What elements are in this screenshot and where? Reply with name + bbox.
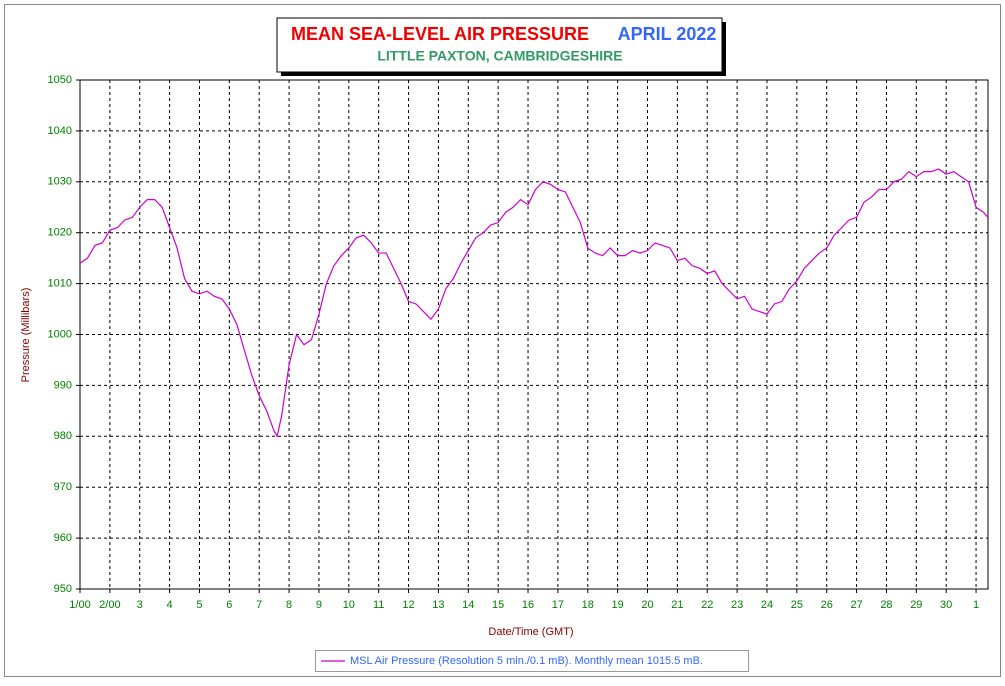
x-tick-label: 4 [167,599,173,611]
x-tick-label: 7 [256,599,262,611]
x-tick-label: 10 [343,599,355,611]
x-tick-label: 13 [432,599,444,611]
x-tick-label: 8 [286,599,292,611]
x-tick-label: 2/00 [99,599,120,611]
x-tick-label: 22 [701,599,713,611]
frame [4,4,1001,677]
x-tick-label: 21 [671,599,683,611]
x-tick-label: 18 [582,599,594,611]
chart-title: MEAN SEA-LEVEL AIR PRESSURE [291,24,589,44]
y-tick-label: 1040 [48,125,72,137]
y-tick-label: 970 [54,481,72,493]
x-tick-label: 17 [552,599,564,611]
y-tick-label: 960 [54,532,72,544]
x-tick-label: 15 [492,599,504,611]
legend-label: MSL Air Pressure (Resolution 5 min./0.1 … [350,655,703,667]
y-tick-label: 1050 [48,74,72,86]
x-tick-label: 1/00 [69,599,90,611]
x-tick-label: 24 [761,599,773,611]
x-tick-label: 1 [973,599,979,611]
x-tick-label: 25 [791,599,803,611]
x-tick-label: 28 [880,599,892,611]
x-tick-label: 5 [196,599,202,611]
x-tick-label: 26 [821,599,833,611]
x-tick-label: 27 [850,599,862,611]
y-tick-label: 1000 [48,328,72,340]
plot-border [79,79,989,590]
y-tick-label: 1010 [48,278,72,290]
x-tick-label: 29 [910,599,922,611]
y-axis-label: Pressure (Millibars) [20,288,32,383]
y-tick-label: 1020 [48,227,72,239]
x-tick-label: 12 [402,599,414,611]
y-tick-label: 990 [54,379,72,391]
x-tick-label: 11 [373,599,384,611]
x-tick-label: 16 [522,599,534,611]
y-tick-label: 950 [54,583,72,595]
title-box [276,17,723,73]
chart-subtitle: LITTLE PAXTON, CAMBRIDGESHIRE [377,48,622,64]
chart-period: APRIL 2022 [618,24,717,44]
y-tick-label: 1030 [48,176,72,188]
x-tick-label: 6 [226,599,232,611]
series-line [79,168,989,438]
x-tick-label: 20 [641,599,653,611]
x-axis-label: Date/Time (GMT) [488,626,573,638]
x-tick-label: 3 [137,599,143,611]
x-tick-label: 14 [462,599,474,611]
x-tick-label: 30 [940,599,952,611]
x-tick-label: 9 [316,599,322,611]
x-tick-label: 23 [731,599,743,611]
legend-box [315,650,749,672]
y-tick-label: 980 [54,430,72,442]
x-tick-label: 19 [612,599,624,611]
